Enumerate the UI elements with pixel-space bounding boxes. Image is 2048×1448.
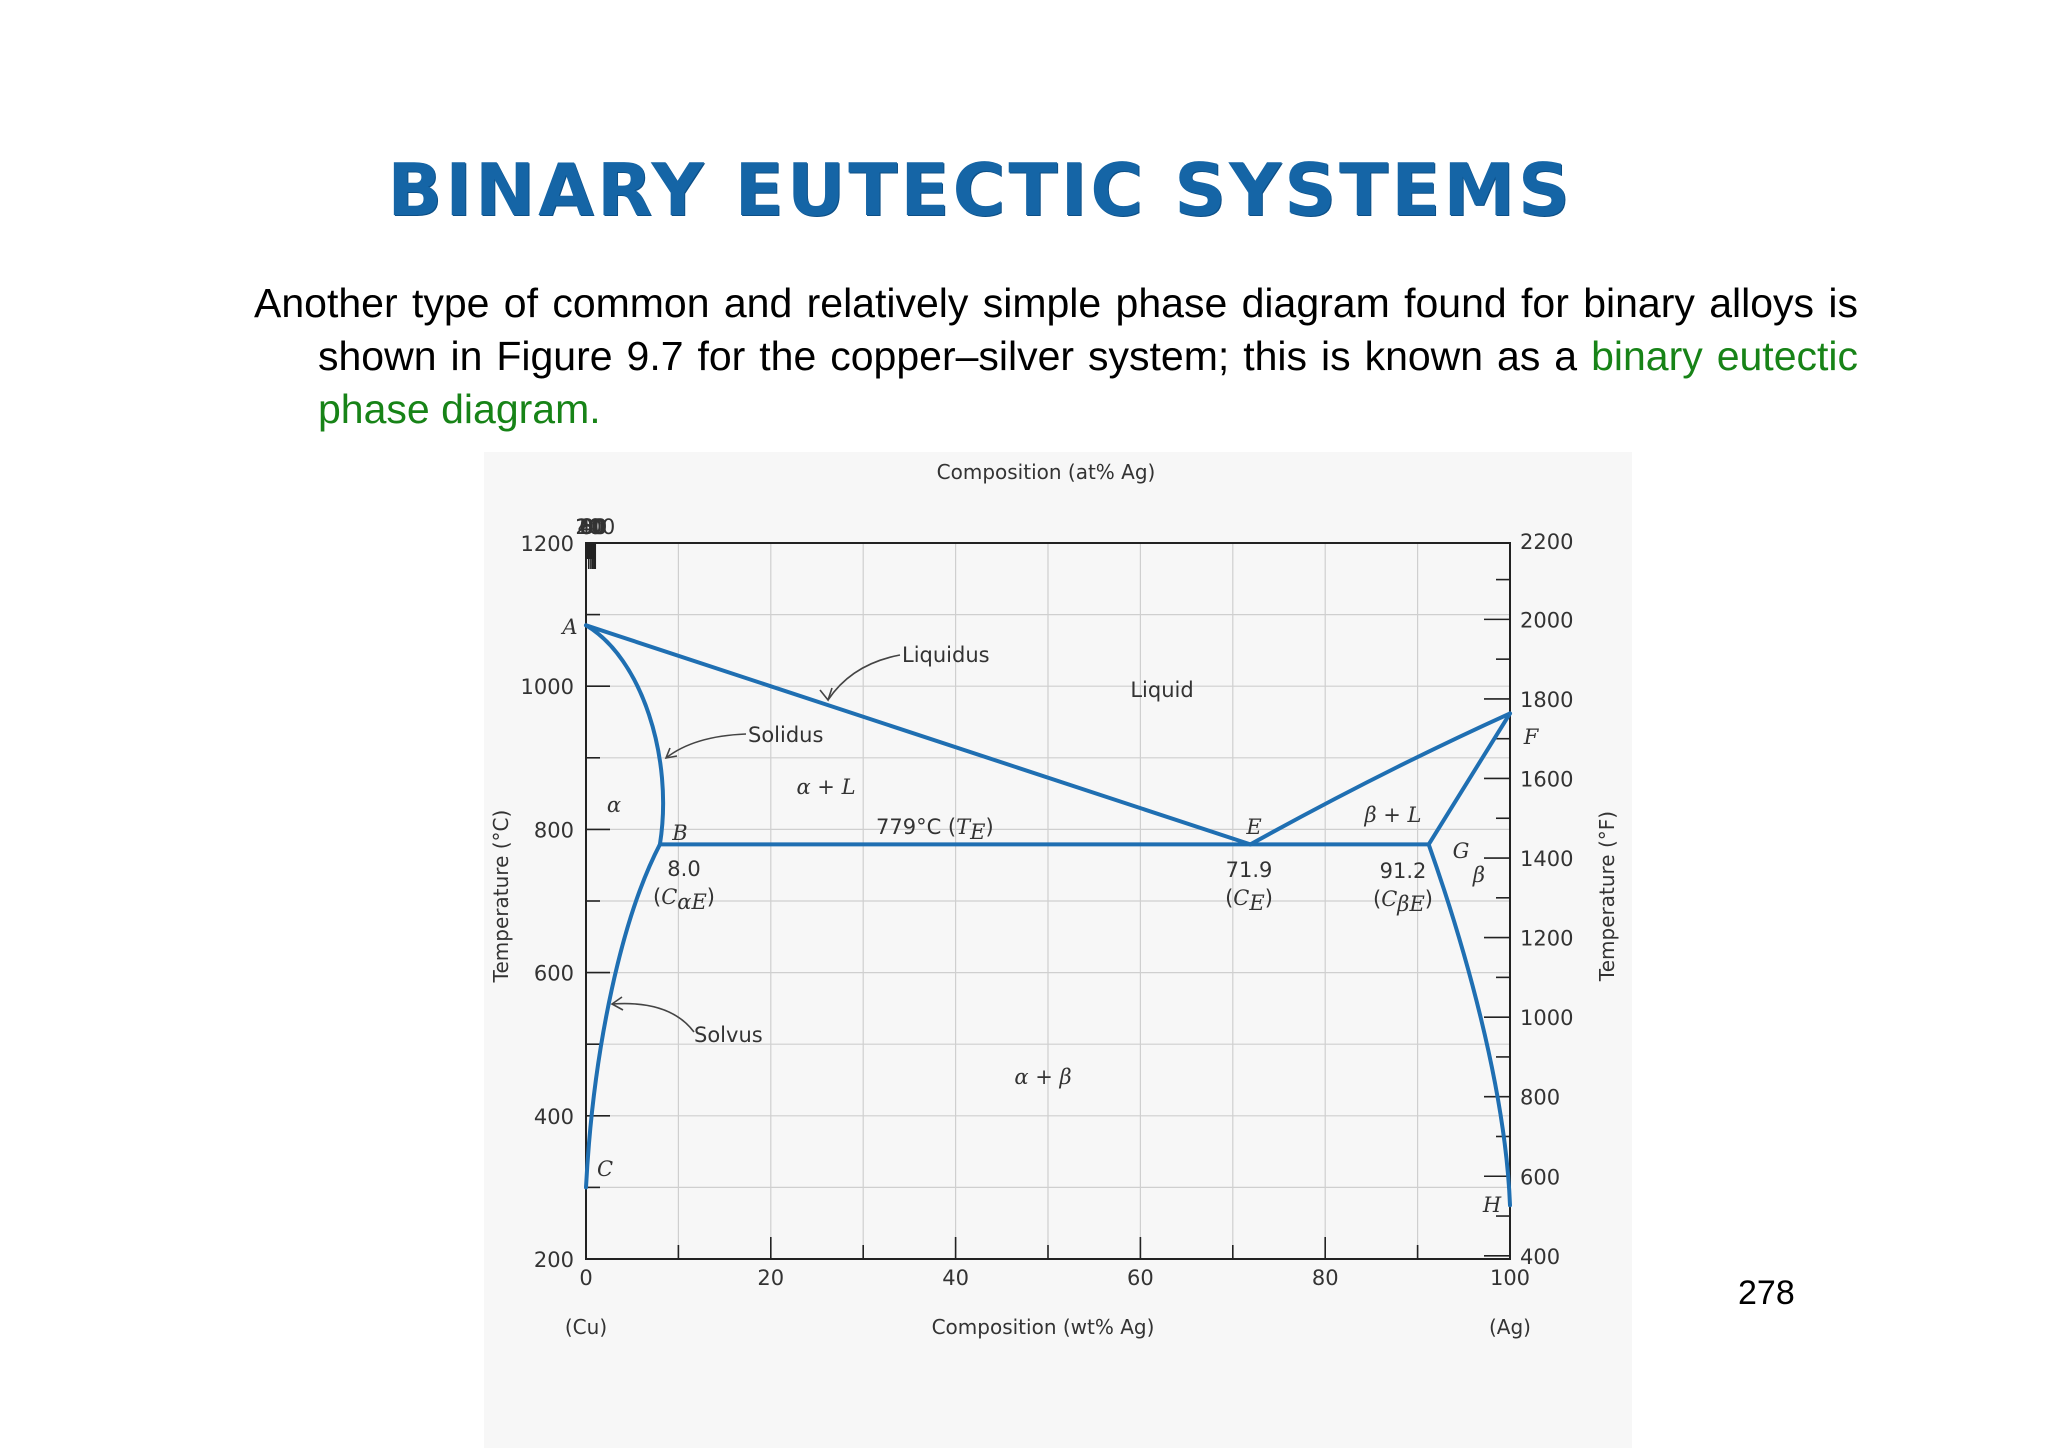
x-axis-bottom-title: Composition (wt% Ag) bbox=[932, 1315, 1155, 1339]
x-bottom-tick-label: 60 bbox=[1127, 1266, 1154, 1290]
x-bottom-tick-label: 100 bbox=[1490, 1266, 1530, 1290]
body-paragraph: Another type of common and relatively si… bbox=[254, 277, 1858, 436]
x-bottom-tick-label: 40 bbox=[942, 1266, 969, 1290]
x-axis-top-title: Composition (at% Ag) bbox=[937, 460, 1156, 484]
x-axis-left-end-label: (Cu) bbox=[565, 1315, 607, 1339]
solidus-line-beta bbox=[1426, 711, 1512, 847]
liquidus-leader bbox=[827, 654, 901, 701]
figure-background bbox=[484, 452, 1632, 1448]
x-bottom-tick-label: 20 bbox=[757, 1266, 784, 1290]
y-right-tick-label: 2000 bbox=[1520, 608, 1573, 632]
region-label-beta-plus-l: β + L bbox=[1363, 803, 1421, 827]
solvus-arrowhead bbox=[610, 996, 624, 1011]
eutectic-ca-symbol: (CαE) bbox=[653, 885, 715, 914]
y-right-tick-label: 1200 bbox=[1520, 927, 1573, 951]
curve-label-solvus: Solvus bbox=[694, 1023, 763, 1047]
eutectic-cb-symbol: (CβE) bbox=[1373, 887, 1433, 916]
y-left-tick-label: 1200 bbox=[521, 532, 574, 556]
solvus-line-beta bbox=[1426, 842, 1512, 1208]
leader-arrows bbox=[610, 654, 901, 1033]
curve-label-solidus: Solidus bbox=[748, 723, 823, 747]
y-right-tick-label: 1600 bbox=[1520, 767, 1573, 791]
page-number: 278 bbox=[1738, 1274, 1795, 1312]
y-left-tick-label: 400 bbox=[534, 1105, 574, 1129]
x-axis-right-end-label: (Ag) bbox=[1489, 1315, 1531, 1339]
x-top-tick-label: 40 bbox=[578, 515, 605, 539]
solvus-leader bbox=[611, 1002, 695, 1033]
point-label-b: B bbox=[671, 821, 687, 845]
region-label-alpha-plus-beta: α + β bbox=[1014, 1065, 1071, 1089]
region-label-liquid: Liquid bbox=[1130, 678, 1193, 702]
solidus-arrowhead bbox=[664, 747, 678, 760]
y-left-tick-label: 600 bbox=[534, 962, 574, 986]
y-right-tick-label: 400 bbox=[1520, 1245, 1560, 1269]
point-label-a: A bbox=[560, 615, 577, 639]
region-label-beta: β bbox=[1472, 863, 1485, 887]
y-right-tick-label: 1800 bbox=[1520, 688, 1573, 712]
y-axis-left-title: Temperature (°C) bbox=[489, 810, 513, 984]
liquidus-arrowhead bbox=[819, 687, 833, 702]
eutectic-ce-value: 71.9 bbox=[1226, 858, 1273, 882]
point-label-e: E bbox=[1245, 815, 1261, 839]
y-left-tick-label: 1000 bbox=[521, 675, 574, 699]
tick-labels: 0 20 40 60 80 1000204060801002004006008001000… bbox=[521, 515, 1574, 1290]
slide-title: BINARY EUTECTIC SYSTEMS bbox=[387, 148, 1573, 232]
curve-label-liquidus: Liquidus bbox=[902, 643, 990, 667]
eutectic-ca-value: 8.0 bbox=[667, 857, 700, 881]
x-bottom-tick-label: 80 bbox=[1312, 1266, 1339, 1290]
y-right-tick-label: 1400 bbox=[1520, 847, 1573, 871]
x-top-tick-label: 100 bbox=[575, 515, 615, 539]
region-label-alpha-plus-l: α + L bbox=[796, 775, 855, 799]
y-axis-right-title: Temperature (°F) bbox=[1595, 811, 1619, 982]
solidus-line-alpha bbox=[584, 623, 666, 847]
grid bbox=[586, 543, 1510, 1259]
y-right-tick-label: 800 bbox=[1520, 1086, 1560, 1110]
y-right-tick-label: 1000 bbox=[1520, 1006, 1573, 1030]
x-top-tick-label: 60 bbox=[579, 515, 606, 539]
x-bottom-tick-label: 0 bbox=[579, 1266, 592, 1290]
eutectic-ce-symbol: (CE) bbox=[1225, 886, 1273, 915]
y-left-tick-label: 200 bbox=[534, 1248, 574, 1272]
liquidus-line-alpha bbox=[584, 623, 1253, 847]
solidus-leader bbox=[665, 733, 747, 759]
x-top-tick-label: 80 bbox=[581, 515, 608, 539]
plot-frame bbox=[585, 542, 1511, 1260]
point-label-g: G bbox=[1453, 839, 1470, 863]
phase-boundaries bbox=[584, 623, 1512, 1208]
point-label-c: C bbox=[597, 1157, 613, 1181]
body-text-highlight: binary eutectic phase diagram. bbox=[318, 333, 1859, 432]
liquidus-line-beta bbox=[1248, 711, 1512, 847]
point-label-f: F bbox=[1523, 725, 1540, 749]
body-text-plain: Another type of common and relatively si… bbox=[254, 280, 1858, 379]
y-left-tick-label: 800 bbox=[534, 818, 574, 842]
y-right-tick-label: 600 bbox=[1520, 1165, 1560, 1189]
region-label-alpha: α bbox=[607, 793, 621, 817]
y-right-tick-label: 2200 bbox=[1520, 530, 1573, 554]
eutectic-cb-value: 91.2 bbox=[1380, 859, 1427, 883]
point-label-h: H bbox=[1482, 1193, 1502, 1217]
eutectic-temperature-label: 779°C (TE) bbox=[876, 815, 994, 844]
x-top-tick-label: 20 bbox=[575, 515, 602, 539]
solvus-line-alpha bbox=[584, 842, 662, 1190]
x-top-tick-label: 0 bbox=[579, 515, 592, 539]
